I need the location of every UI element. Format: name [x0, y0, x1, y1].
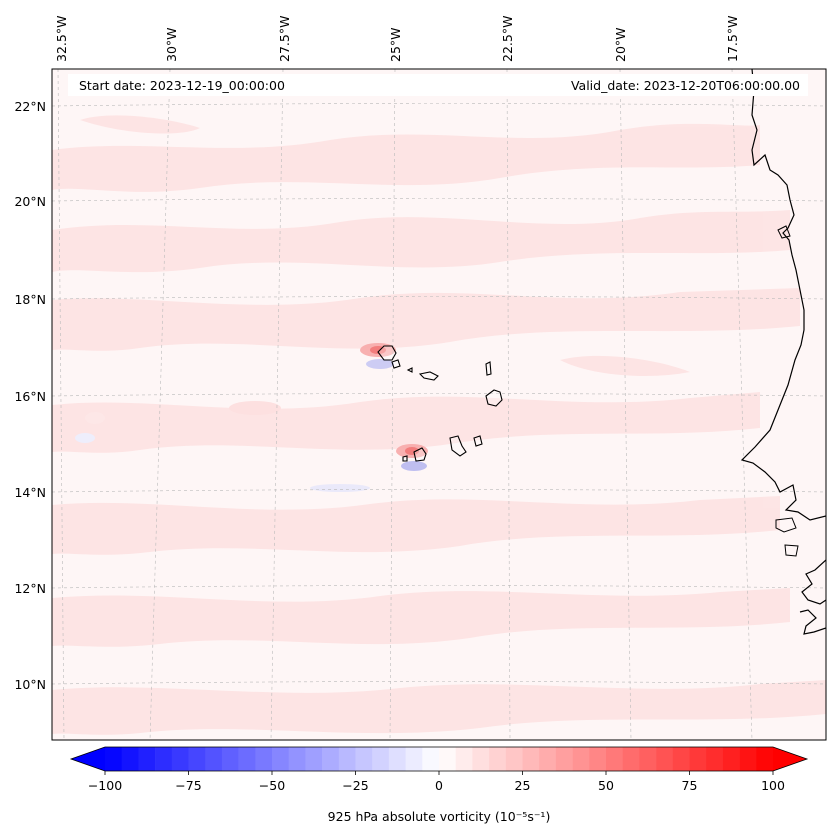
lon-label: 32.5°W: [54, 16, 69, 62]
colorbar-cell: [121, 747, 139, 771]
graticule: [52, 69, 826, 740]
colorbar-cell: [221, 747, 239, 771]
colorbar-cell: [372, 747, 390, 771]
colorbar-cell: [739, 747, 757, 771]
colorbar-cell: [439, 747, 456, 771]
colorbar-tick-label: 100: [761, 778, 785, 793]
colorbar-cell: [255, 747, 273, 771]
colorbar-cell: [188, 747, 206, 771]
lat-label: 14°N: [14, 485, 46, 500]
lat-label: 10°N: [14, 677, 46, 692]
colorbar-ticks: −100 −75 −50 −25 0 25 50 75 100: [88, 771, 785, 793]
colorbar: −100 −75 −50 −25 0 25 50 75 100 925 hPa absolute…: [69, 746, 809, 824]
header-band: [68, 74, 808, 96]
colorbar-cell: [672, 747, 690, 771]
lon-label: 22.5°W: [500, 16, 515, 62]
coast-islands: [775, 225, 799, 557]
colorbar-cell: [355, 747, 373, 771]
map-panel: [52, 69, 826, 740]
colorbar-cell: [155, 747, 173, 771]
colorbar-cell: [238, 747, 256, 771]
start-date: Start date: 2023-12-19_00:00:00: [79, 78, 285, 93]
colorbar-cell: [706, 747, 724, 771]
lat-label: 12°N: [14, 581, 46, 596]
colorbar-cell: [422, 747, 440, 771]
lon-label: 27.5°W: [277, 16, 292, 62]
colorbar-cell: [572, 747, 590, 771]
colorbar-cell: [272, 747, 289, 771]
cape-verde-islands: [377, 345, 503, 462]
colorbar-cell: [288, 747, 306, 771]
colorbar-cell: [489, 747, 507, 771]
africa-coastline: [740, 69, 826, 635]
colorbar-label: 925 hPa absolute vorticity (10⁻⁵s⁻¹): [328, 809, 551, 824]
colorbar-cell: [322, 747, 340, 771]
colorbar-extend-max: [773, 747, 807, 771]
lat-label: 16°N: [14, 389, 46, 404]
colorbar-cell: [639, 747, 657, 771]
colorbar-cell: [606, 747, 623, 771]
colorbar-cell: [171, 747, 189, 771]
colorbar-tick-label: 25: [515, 778, 531, 793]
colorbar-cell: [622, 747, 640, 771]
colorbar-cell: [505, 747, 523, 771]
colorbar-tick-label: −50: [259, 778, 285, 793]
colorbar-tick-label: −75: [175, 778, 201, 793]
colorbar-cell: [105, 747, 122, 771]
colorbar-cell: [555, 747, 573, 771]
colorbar-cells: [71, 747, 807, 771]
longitude-labels: 32.5°W 30°W 27.5°W 25°W 22.5°W 20°W 17.5…: [54, 16, 740, 62]
colorbar-cell: [388, 747, 406, 771]
lat-label: 18°N: [14, 292, 46, 307]
latitude-labels: 22°N 20°N 18°N 16°N 14°N 12°N 10°N: [14, 99, 46, 692]
colorbar-tick-label: 0: [435, 778, 443, 793]
colorbar-cell: [305, 747, 323, 771]
colorbar-cell: [338, 747, 356, 771]
vorticity-dipoles: [75, 343, 428, 492]
colorbar-cell: [689, 747, 707, 771]
lon-label: 20°W: [613, 27, 628, 62]
colorbar-cell: [138, 747, 156, 771]
colorbar-cell: [472, 747, 490, 771]
colorbar-extend-min: [71, 747, 105, 771]
colorbar-cell: [539, 747, 557, 771]
colorbar-tick-label: 50: [598, 778, 614, 793]
colorbar-cell: [756, 747, 774, 771]
colorbar-cell: [205, 747, 223, 771]
colorbar-tick-label: 75: [682, 778, 698, 793]
colorbar-tick-label: −25: [342, 778, 368, 793]
map-frame: [51, 68, 827, 741]
colorbar-cell: [405, 747, 423, 771]
lat-label: 22°N: [14, 99, 46, 114]
colorbar-cell: [455, 747, 473, 771]
lon-label: 25°W: [388, 27, 403, 62]
colorbar-cell: [656, 747, 674, 771]
vorticity-bands: [52, 115, 826, 735]
valid-date: Valid_date: 2023-12-20T06:00:00.00: [571, 78, 800, 93]
colorbar-cell: [722, 747, 740, 771]
lat-label: 20°N: [14, 194, 46, 209]
lon-label: 17.5°W: [725, 16, 740, 62]
colorbar-tick-label: −100: [88, 778, 122, 793]
lon-label: 30°W: [164, 27, 179, 62]
colorbar-cell: [522, 747, 540, 771]
colorbar-cell: [589, 747, 607, 771]
